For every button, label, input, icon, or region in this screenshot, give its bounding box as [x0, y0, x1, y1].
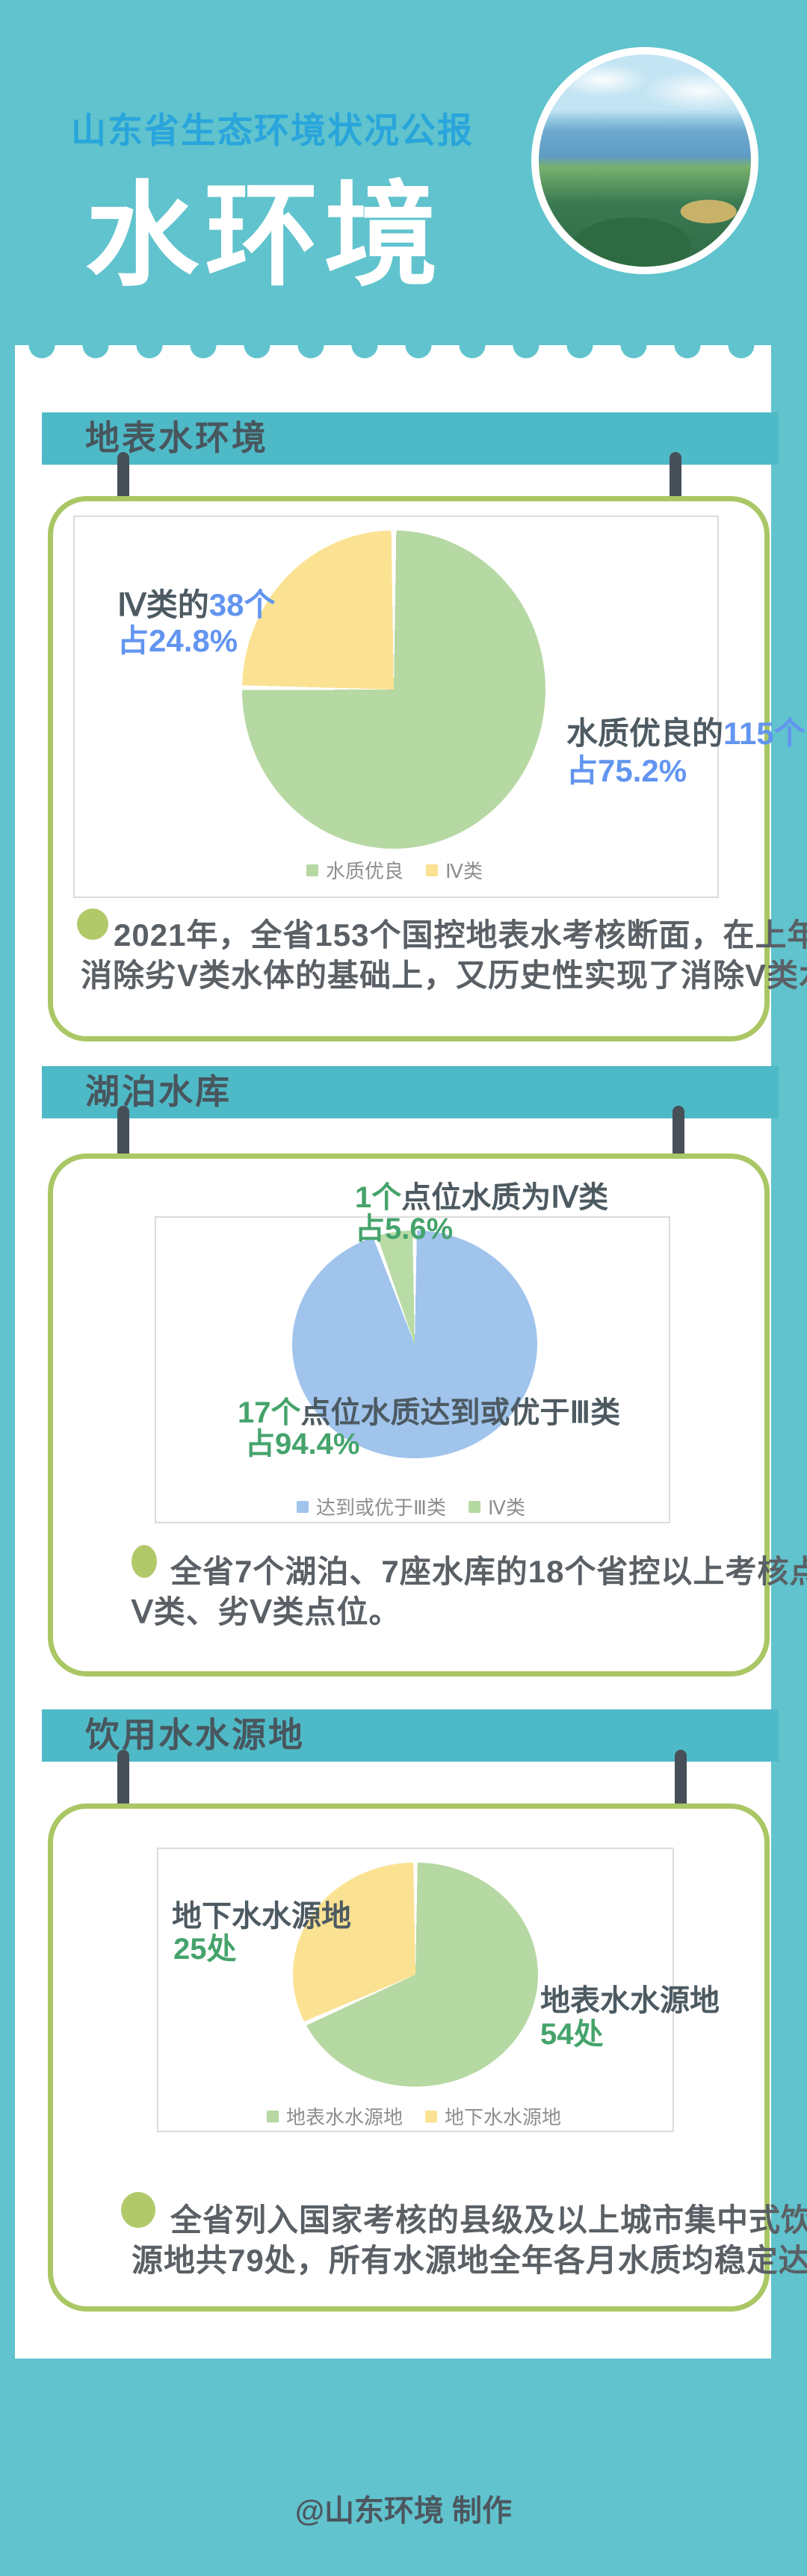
stat-class3-points-percent: 占94.4% — [245, 1428, 360, 1461]
legend-item: 水质优良 — [306, 856, 404, 884]
legend-item: 地表水水源地 — [266, 2102, 403, 2130]
legend-swatch-yellow — [426, 864, 438, 876]
pie-chart-lakes — [292, 1230, 537, 1458]
legend-label: 地表水水源地 — [285, 2107, 403, 2128]
stat-number: 54处 — [540, 2018, 604, 2051]
bullet-icon — [121, 2192, 155, 2228]
section-title: 饮用水水源地 — [85, 1716, 305, 1754]
legend-surface-water: 水质优良 Ⅳ类 — [73, 856, 716, 884]
caption-line: 源地共79处，所有水源地全年各月水质均稳定达标。 — [132, 2243, 807, 2278]
legend-drinking-water: 地表水水源地 地下水水源地 — [157, 2102, 671, 2130]
stat-suffix: 点位水质达到或优于Ⅲ类 — [300, 1396, 621, 1429]
caption-line: 消除劣V类水体的基础上，又历史性实现了消除V类水体。 — [81, 958, 807, 993]
stat-number: 17个 — [238, 1396, 301, 1429]
legend-swatch-green — [468, 1500, 480, 1513]
legend-label: 地下水水源地 — [445, 2107, 562, 2128]
pie-chart-surface-water — [242, 530, 545, 849]
legend-swatch-blue — [297, 1500, 309, 1513]
stat-good-count: 水质优良的115个 — [566, 708, 806, 754]
section-title: 地表水环境 — [85, 419, 268, 457]
section-title: 湖泊水库 — [85, 1073, 232, 1111]
stat-number: 38个 — [208, 587, 276, 622]
pie-chart-drinking-water — [293, 1863, 538, 2087]
legend-lakes: 达到或优于Ⅲ类 Ⅳ类 — [155, 1493, 667, 1520]
stat-number: 115个 — [723, 716, 806, 751]
stat-surfacewater-count: 54处 — [540, 2010, 604, 2053]
caption-line: 全省7个湖泊、7座水库的18个省控以上考核点位，无 — [170, 1554, 807, 1589]
footer-credit: @山东环境 制作 — [294, 2495, 513, 2527]
stat-groundwater-title: 地下水水源地 — [172, 1900, 351, 1933]
legend-swatch-green — [266, 2110, 279, 2123]
stat-surfacewater-title: 地表水水源地 — [540, 1984, 720, 2017]
caption-line: 全省列入国家考核的县级及以上城市集中式饮用水水 — [170, 2202, 807, 2238]
stat-prefix: Ⅳ类的 — [117, 587, 209, 622]
legend-item: Ⅳ类 — [468, 1493, 525, 1520]
legend-swatch-green — [306, 864, 318, 876]
stat-number: 1个 — [355, 1181, 402, 1214]
stat-class3-points: 17个点位水质达到或优于Ⅲ类 — [238, 1388, 620, 1431]
stat-class4-count: Ⅳ类的38个 — [117, 580, 275, 625]
stat-class4-percent: 占24.8% — [117, 623, 238, 658]
legend-label: Ⅳ类 — [487, 1497, 525, 1519]
stat-class4-point: 1个点位水质为Ⅳ类 — [355, 1173, 608, 1216]
bullet-icon — [132, 1545, 157, 1578]
legend-swatch-yellow — [425, 2110, 437, 2123]
stat-groundwater-count: 25处 — [173, 1925, 237, 1968]
stat-number: 25处 — [173, 1933, 237, 1966]
page-title: 水环境 — [85, 173, 444, 300]
lake-aerial-photo — [531, 47, 758, 274]
legend-item: Ⅳ类 — [426, 856, 483, 884]
legend-item: 地下水水源地 — [425, 2102, 561, 2130]
bullet-icon — [77, 908, 108, 940]
legend-label: 水质优良 — [325, 861, 404, 882]
report-title: 山东省生态环境状况公报 — [71, 111, 474, 150]
section-banner-lakes: 湖泊水库 — [42, 1066, 779, 1118]
legend-label: Ⅳ类 — [445, 861, 483, 882]
caption-line: Ⅴ类、劣Ⅴ类点位。 — [132, 1594, 401, 1629]
stat-class4-point-percent: 占5.6% — [355, 1213, 454, 1245]
caption-line: 2021年，全省153个国控地表水考核断面，在上年度历史性 — [114, 917, 807, 953]
legend-label: 达到或优于Ⅲ类 — [316, 1497, 446, 1519]
stat-good-percent: 占75.2% — [566, 753, 687, 788]
stat-prefix: 水质优良的 — [566, 716, 724, 751]
section-banner-surface-water: 地表水环境 — [42, 412, 779, 465]
stat-suffix: 点位水质为Ⅳ类 — [401, 1181, 609, 1214]
section-banner-drinking-water: 饮用水水源地 — [42, 1709, 779, 1762]
legend-item: 达到或优于Ⅲ类 — [297, 1493, 446, 1520]
